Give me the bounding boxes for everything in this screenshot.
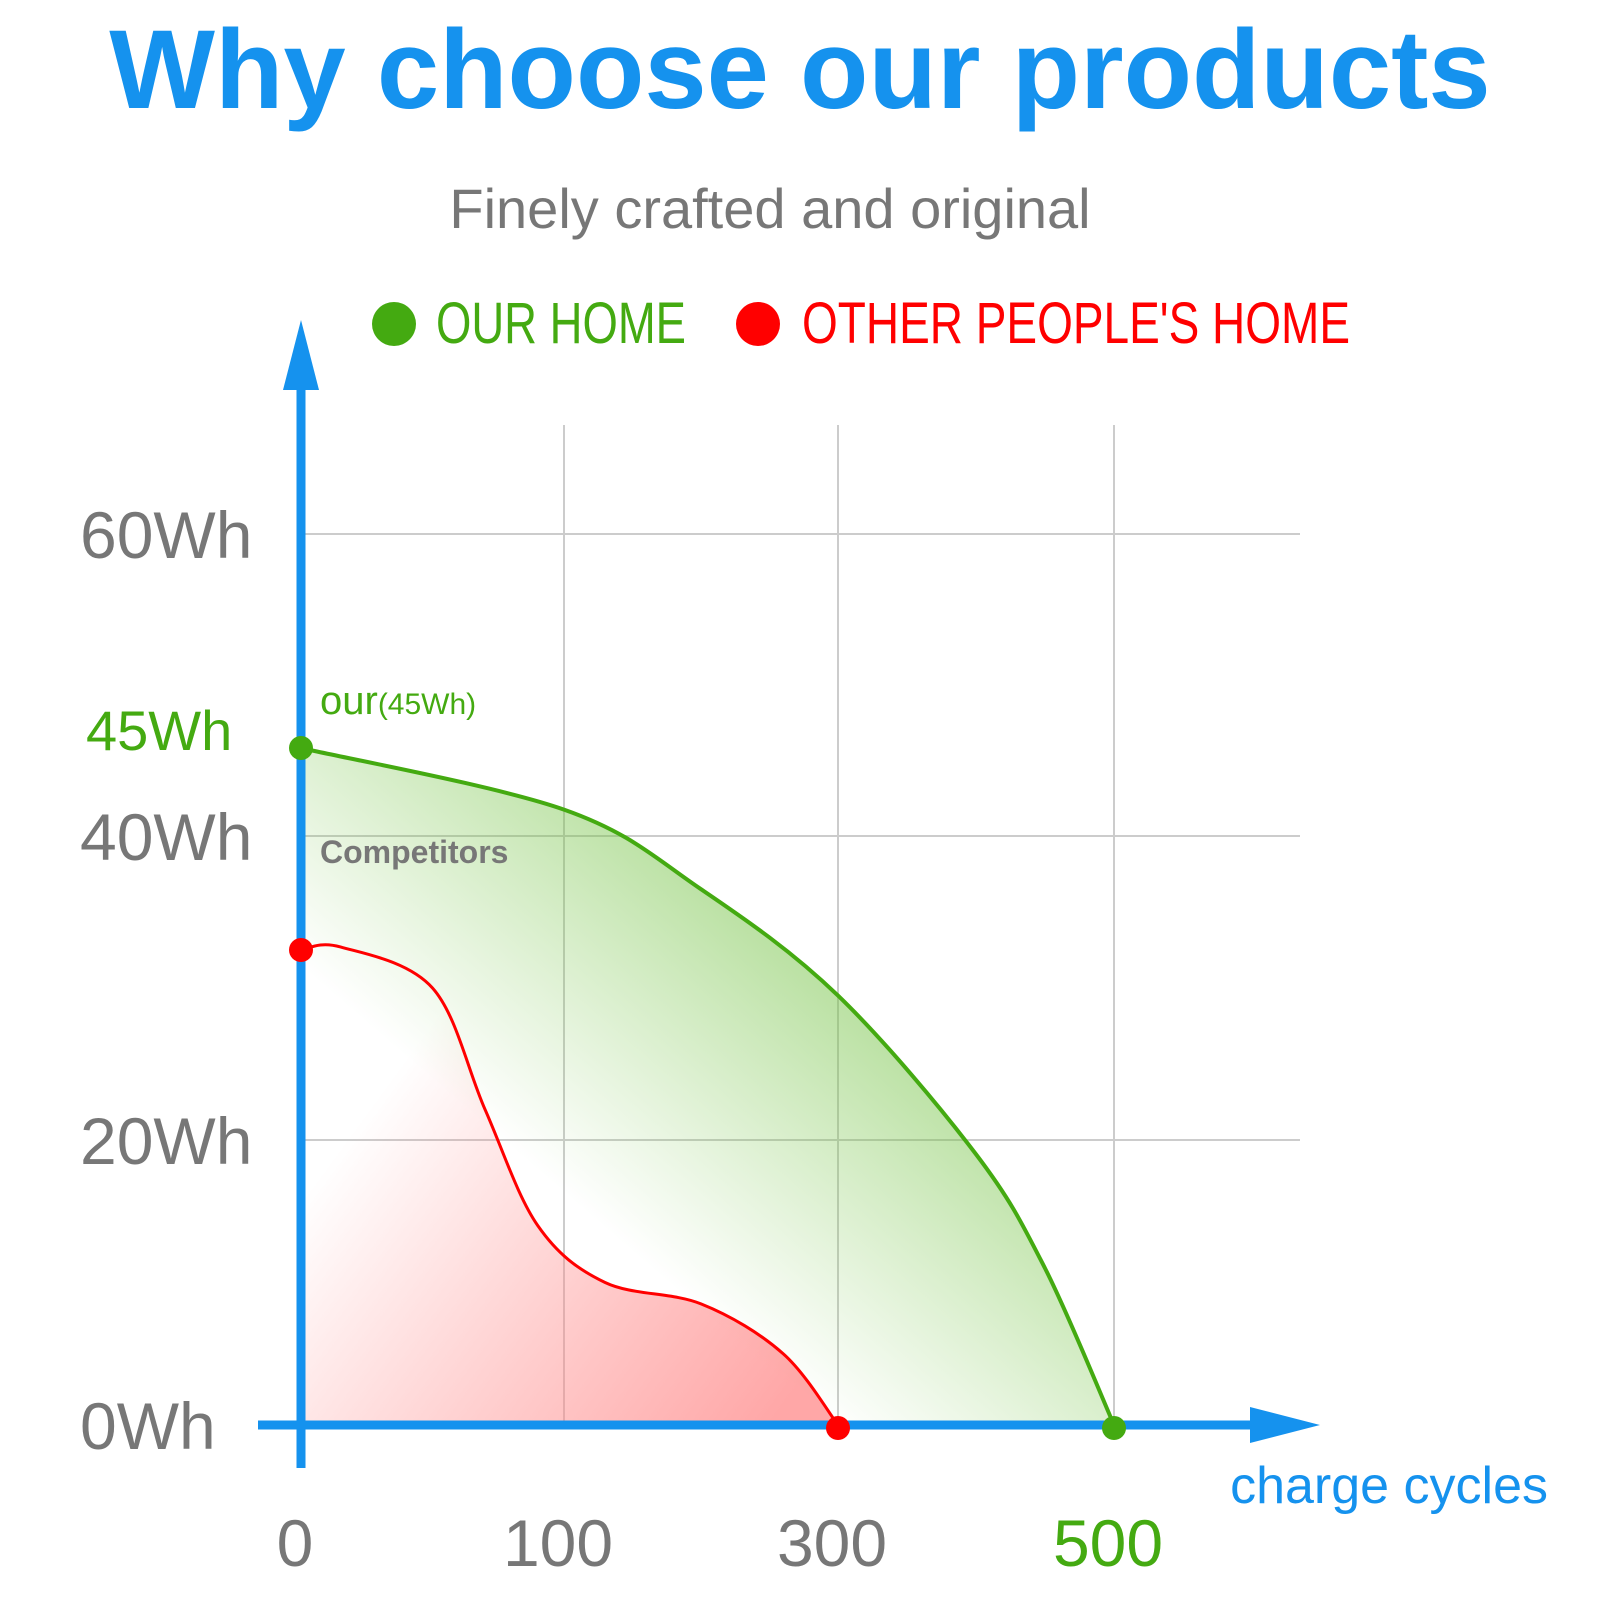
- legend: OUR HOME OTHER PEOPLE'S HOME: [372, 291, 1350, 356]
- series-line-ours: [300, 746, 1116, 1426]
- point-others-start: [289, 938, 313, 962]
- x-tick-100: 100: [503, 1506, 613, 1580]
- legend-label-ours: OUR HOME: [436, 291, 686, 356]
- plot-areas: [300, 746, 1116, 1426]
- annotation-ours: our(45Wh): [320, 679, 476, 723]
- chart-subtitle: Finely crafted and original: [449, 177, 1090, 240]
- y-tick-0: 0Wh: [80, 1389, 216, 1463]
- x-tick-500: 500: [1053, 1506, 1163, 1580]
- annotation-competitors: Competitors: [320, 834, 508, 870]
- point-ours-end: [1102, 1416, 1126, 1440]
- x-tick-300: 300: [777, 1506, 887, 1580]
- x-axis-arrow: [1250, 1407, 1320, 1443]
- legend-label-others: OTHER PEOPLE'S HOME: [802, 291, 1350, 356]
- y-tick-highlight-45: 45Wh: [86, 699, 232, 762]
- annotation-ours-main: our: [320, 679, 378, 723]
- series-line-others: [300, 943, 840, 1426]
- y-tick-20: 20Wh: [80, 1104, 252, 1178]
- x-axis-label: charge cycles: [1230, 1457, 1548, 1515]
- chart-title: Why choose our products: [109, 7, 1490, 132]
- annotation-ours-sub: (45Wh): [378, 688, 476, 721]
- area-fill-others: [301, 944, 838, 1425]
- y-tick-60: 60Wh: [80, 498, 252, 572]
- legend-marker-others: [736, 302, 780, 346]
- legend-marker-ours: [372, 302, 416, 346]
- point-ours-start: [289, 736, 313, 760]
- x-tick-labels: 0 100 300 500: [277, 1506, 1163, 1580]
- axes: [258, 320, 1320, 1468]
- data-points: [289, 736, 1126, 1440]
- y-axis-arrow: [283, 320, 319, 390]
- y-tick-40: 40Wh: [80, 800, 252, 874]
- point-others-end: [826, 1416, 850, 1440]
- x-tick-0: 0: [277, 1506, 314, 1580]
- y-tick-labels: 0Wh 20Wh 40Wh 60Wh 45Wh: [80, 498, 252, 1463]
